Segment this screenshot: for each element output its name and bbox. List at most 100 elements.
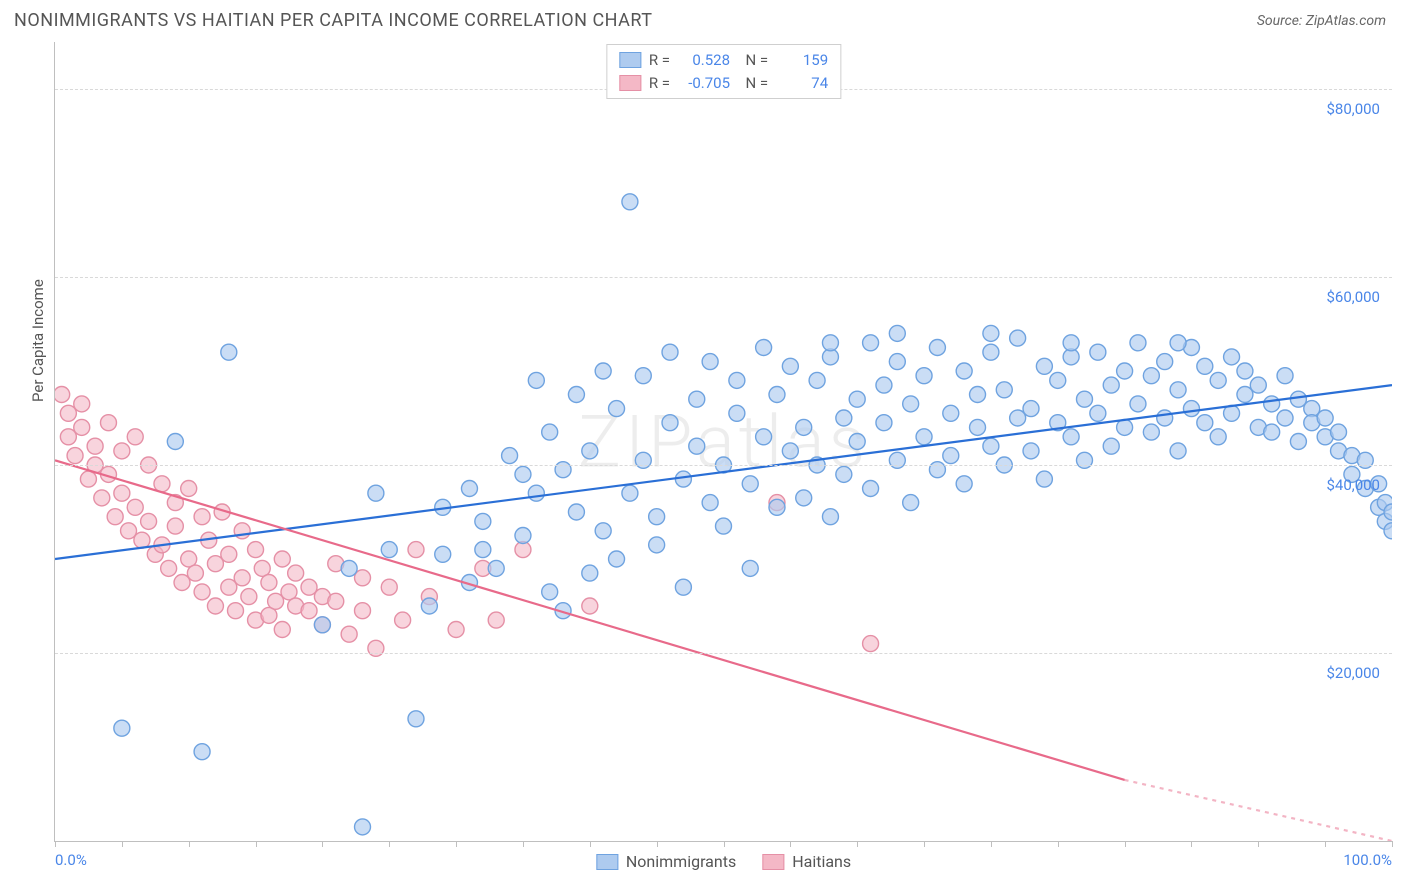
scatter-point	[729, 405, 745, 421]
scatter-point	[1183, 401, 1199, 417]
chart-title: NONIMMIGRANTS VS HAITIAN PER CAPITA INCO…	[14, 10, 653, 31]
scatter-point	[181, 481, 197, 497]
x-tick	[189, 841, 190, 847]
scatter-point	[341, 626, 357, 642]
scatter-point	[55, 387, 70, 403]
scatter-point	[74, 396, 90, 412]
stat-label-n: N =	[738, 49, 768, 72]
chart-header: NONIMMIGRANTS VS HAITIAN PER CAPITA INCO…	[0, 0, 1406, 37]
scatter-point	[141, 513, 157, 529]
stat-n-nonimmigrants: 159	[776, 49, 828, 72]
x-tick	[724, 841, 725, 847]
scatter-point	[568, 387, 584, 403]
scatter-point	[94, 490, 110, 506]
scatter-point	[622, 194, 638, 210]
scatter-point	[876, 377, 892, 393]
x-tick-label: 100.0%	[1343, 851, 1392, 869]
scatter-point	[1036, 471, 1052, 487]
scatter-point	[1197, 358, 1213, 374]
scatter-point	[1103, 377, 1119, 393]
x-tick	[256, 841, 257, 847]
scatter-point	[836, 466, 852, 482]
scatter-point	[983, 438, 999, 454]
scatter-point	[515, 466, 531, 482]
scatter-point	[742, 476, 758, 492]
scatter-point	[475, 542, 491, 558]
chart-container: ZIPatlas Per Capita Income R = 0.528 N =…	[14, 42, 1392, 882]
scatter-point	[649, 537, 665, 553]
scatter-point	[475, 513, 491, 529]
y-axis-label: Per Capita Income	[29, 279, 47, 402]
stat-r-haitians: -0.705	[678, 72, 730, 95]
x-tick	[1392, 841, 1393, 847]
x-tick	[122, 841, 123, 847]
scatter-point	[1157, 410, 1173, 426]
x-tick	[991, 841, 992, 847]
scatter-point	[248, 542, 264, 558]
stat-n-haitians: 74	[776, 72, 828, 95]
scatter-point	[1290, 434, 1306, 450]
scatter-point	[943, 405, 959, 421]
scatter-point	[1264, 424, 1280, 440]
x-tick	[523, 841, 524, 847]
scatter-point	[1143, 424, 1159, 440]
x-tick	[1191, 841, 1192, 847]
scatter-point	[1076, 391, 1092, 407]
scatter-point	[782, 443, 798, 459]
y-tick-label: $40,000	[1326, 476, 1380, 494]
scatter-point	[114, 720, 130, 736]
scatter-point	[448, 622, 464, 638]
scatter-point	[167, 518, 183, 534]
scatter-point	[274, 551, 290, 567]
y-tick-label: $80,000	[1326, 100, 1380, 118]
scatter-point	[381, 542, 397, 558]
scatter-point	[702, 354, 718, 370]
swatch-haitians	[619, 75, 641, 91]
scatter-point	[114, 443, 130, 459]
scatter-point	[154, 476, 170, 492]
scatter-point	[1130, 335, 1146, 351]
scatter-point	[114, 485, 130, 501]
scatter-point	[241, 589, 257, 605]
x-tick	[657, 841, 658, 847]
gridline	[55, 465, 1392, 466]
y-tick-label: $20,000	[1326, 664, 1380, 682]
scatter-point	[1170, 335, 1186, 351]
scatter-point	[903, 396, 919, 412]
scatter-point	[889, 354, 905, 370]
scatter-point	[595, 523, 611, 539]
scatter-point	[221, 546, 237, 562]
scatter-point	[1197, 415, 1213, 431]
x-tick	[924, 841, 925, 847]
scatter-point	[956, 363, 972, 379]
scatter-point	[1117, 419, 1133, 435]
trend-line-extrapolated	[1125, 780, 1392, 841]
scatter-point	[983, 344, 999, 360]
scatter-point	[916, 368, 932, 384]
scatter-point	[127, 429, 143, 445]
scatter-point	[675, 579, 691, 595]
scatter-point	[1090, 344, 1106, 360]
scatter-point	[288, 565, 304, 581]
scatter-point	[756, 429, 772, 445]
scatter-point	[207, 598, 223, 614]
scatter-point	[355, 819, 371, 835]
scatter-point	[742, 560, 758, 576]
scatter-point	[1023, 443, 1039, 459]
gridline	[55, 277, 1392, 278]
stat-label-n: N =	[738, 72, 768, 95]
scatter-point	[421, 598, 437, 614]
scatter-point	[822, 335, 838, 351]
scatter-point	[100, 415, 116, 431]
scatter-point	[1277, 410, 1293, 426]
scatter-point	[274, 622, 290, 638]
legend-label-nonimmigrants: Nonimmigrants	[626, 852, 736, 871]
scatter-point	[1010, 330, 1026, 346]
scatter-point	[970, 419, 986, 435]
swatch-nonimmigrants	[619, 52, 641, 68]
scatter-point	[502, 448, 518, 464]
scatter-point	[408, 711, 424, 727]
scatter-point	[328, 593, 344, 609]
scatter-point	[1277, 368, 1293, 384]
scatter-point	[1063, 335, 1079, 351]
